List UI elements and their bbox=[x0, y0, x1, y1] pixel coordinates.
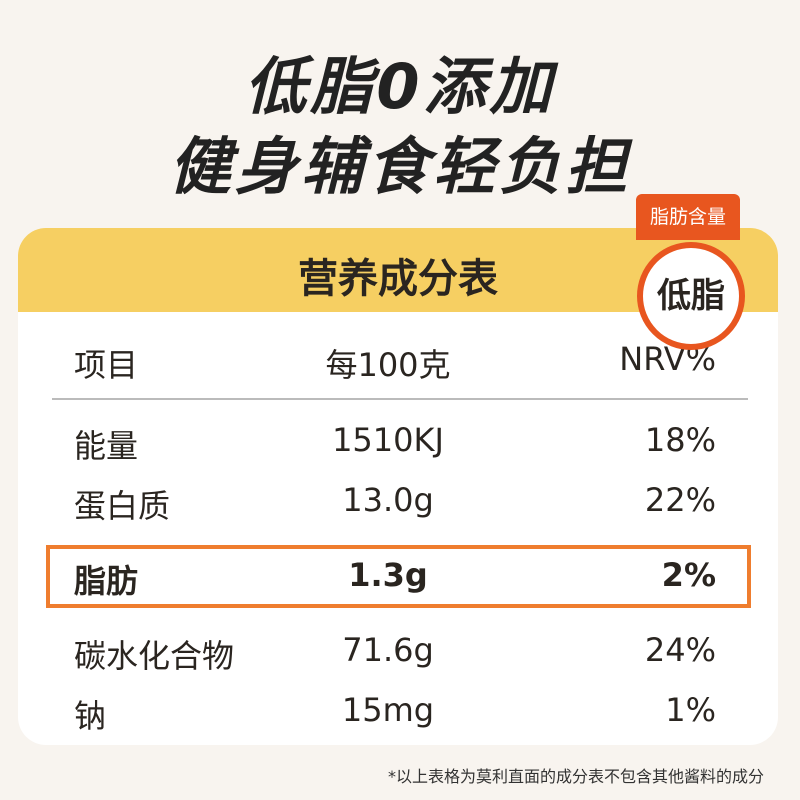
table-cell: 71.6g bbox=[342, 631, 434, 669]
headline: 低脂0添加 bbox=[244, 50, 556, 123]
table-cell: 18% bbox=[644, 421, 716, 459]
badge-value: 低脂 bbox=[637, 242, 745, 350]
divider bbox=[52, 398, 748, 400]
footnote: *以上表格为莫利直面的成分表不包含其他酱料的成分 bbox=[387, 767, 764, 786]
table-cell: 碳水化合物 bbox=[74, 637, 235, 675]
highlight-box bbox=[46, 545, 751, 608]
table-cell: 2% bbox=[661, 556, 716, 594]
table-cell: 15mg bbox=[341, 691, 435, 729]
table-cell: 脂肪 bbox=[74, 562, 139, 600]
table-cell: 能量 bbox=[74, 427, 139, 465]
table-cell: 1510KJ bbox=[332, 421, 444, 459]
table-cell: 1.3g bbox=[348, 556, 428, 594]
table-cell: 1% bbox=[665, 691, 716, 729]
table-cell: 13.0g bbox=[342, 481, 434, 519]
table-title: 营养成分表 bbox=[298, 256, 498, 302]
table-cell: 22% bbox=[644, 481, 716, 519]
header-cell: 每100克 bbox=[325, 346, 451, 384]
table-cell: 钠 bbox=[74, 697, 107, 735]
badge-label: 脂肪含量 bbox=[636, 194, 740, 240]
headline: 健身辅食轻负担 bbox=[168, 130, 631, 203]
header-cell: 项目 bbox=[74, 346, 139, 384]
table-cell: 24% bbox=[644, 631, 716, 669]
table-cell: 蛋白质 bbox=[74, 487, 171, 525]
